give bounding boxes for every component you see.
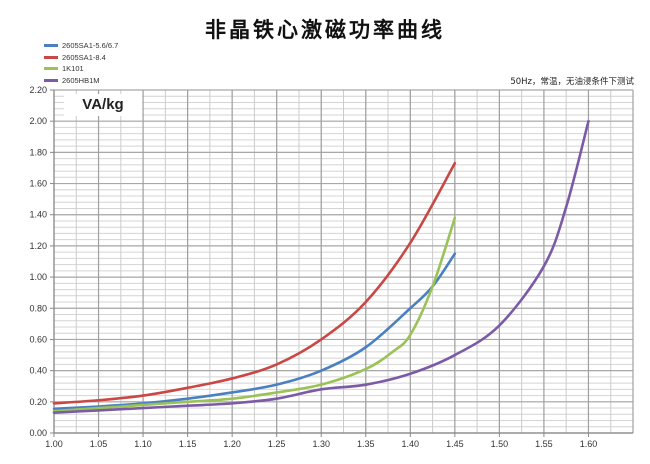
y-tick-label: 1.20 — [29, 241, 47, 251]
series-line — [52, 119, 590, 415]
x-tick-label: 1.55 — [535, 439, 553, 449]
legend-item: 2605HB1M — [44, 75, 118, 87]
legend-swatch — [44, 78, 58, 82]
x-tick-label: 1.25 — [268, 439, 286, 449]
x-tick-label: 1.50 — [491, 439, 509, 449]
legend-label: 2605SA1-8.4 — [62, 52, 106, 62]
y-tick-label: 0.20 — [29, 397, 47, 407]
x-tick-label: 1.30 — [312, 439, 330, 449]
series-line — [52, 216, 457, 413]
x-tick-label: 1.35 — [357, 439, 375, 449]
y-tick-label: 2.20 — [29, 85, 47, 95]
y-tick-label: 0.60 — [29, 334, 47, 344]
x-tick-label: 1.05 — [90, 439, 108, 449]
legend-item: 2605SA1-5.6/6.7 — [44, 40, 118, 52]
y-axis-unit-label: VA/kg — [64, 94, 142, 116]
legend-label: 2605SA1-5.6/6.7 — [62, 41, 119, 51]
legend: 2605SA1-5.6/6.7 2605SA1-8.4 1K101 2605HB… — [44, 40, 118, 86]
legend-label: 2605HB1M — [62, 75, 100, 85]
x-tick-label: 1.40 — [402, 439, 420, 449]
test-conditions-note: 50Hz，常温，无油浸条件下测试 — [510, 77, 634, 87]
x-tick-label: 1.60 — [580, 439, 598, 449]
y-tick-label: 0.00 — [29, 428, 47, 438]
y-tick-label: 1.60 — [29, 179, 47, 189]
x-tick-label: 1.15 — [179, 439, 197, 449]
legend-swatch — [44, 55, 58, 59]
y-tick-label: 0.80 — [29, 303, 47, 313]
y-tick-label: 2.00 — [29, 116, 47, 126]
series-line — [52, 161, 457, 405]
x-tick-label: 1.20 — [223, 439, 241, 449]
legend-swatch — [44, 44, 58, 48]
y-tick-label: 1.00 — [29, 272, 47, 282]
legend-item: 2605SA1-8.4 — [44, 52, 118, 64]
y-tick-label: 1.80 — [29, 147, 47, 157]
legend-label: 1K101 — [62, 64, 84, 74]
x-tick-label: 1.45 — [446, 439, 464, 449]
legend-swatch — [44, 67, 58, 71]
x-tick-label: 1.00 — [45, 439, 63, 449]
y-tick-label: 0.40 — [29, 366, 47, 376]
series-line — [52, 252, 457, 411]
chart-title: 非晶铁心激磁功率曲线 — [205, 18, 445, 42]
legend-item: 1K101 — [44, 63, 118, 75]
x-tick-label: 1.10 — [134, 439, 152, 449]
y-tick-label: 1.40 — [29, 210, 47, 220]
